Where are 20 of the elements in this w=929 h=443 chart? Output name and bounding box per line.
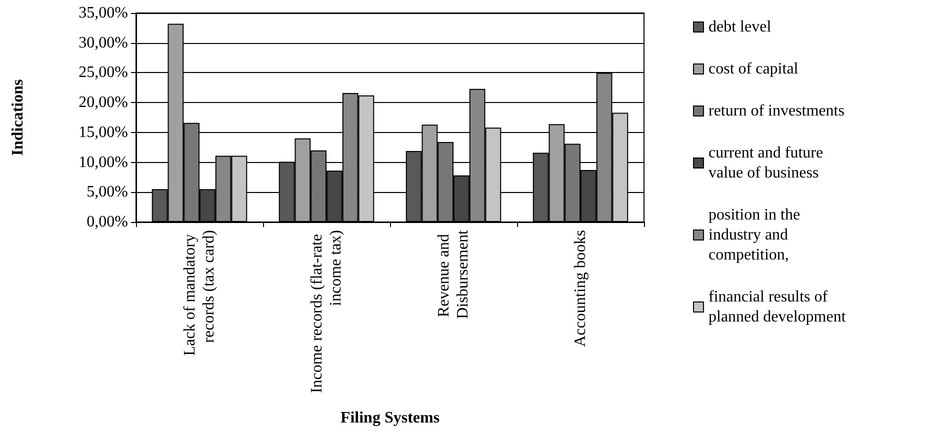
x-tick-label: Revenue and Disbursement xyxy=(436,229,472,319)
legend-label: debt level xyxy=(708,18,772,36)
y-axis-title: Indications xyxy=(10,79,26,156)
legend-label: financial results of planned development xyxy=(708,288,846,326)
y-tick-label: 0,00% xyxy=(86,214,128,230)
y-tick-label: 20,00% xyxy=(78,94,128,112)
y-tick-label: 30,00% xyxy=(78,34,128,52)
x-tick-label: Lack of mandatory records (tax card) xyxy=(182,230,218,356)
legend-label: position in the industry and competition, xyxy=(708,206,804,264)
y-tick-label: 10,00% xyxy=(78,154,128,171)
x-tick-label: Accounting books xyxy=(572,230,589,347)
y-tick-label: 15,00% xyxy=(78,124,128,141)
x-tick-label: Income records (flat-rate income tax) xyxy=(308,230,344,394)
x-axis-title: Filing Systems xyxy=(340,410,440,426)
y-tick-label: 5,00% xyxy=(86,184,128,201)
legend-label: cost of capital xyxy=(708,60,799,78)
legend-label: return of investments xyxy=(708,102,844,120)
y-tick-label: 25,00% xyxy=(78,64,128,82)
y-tick-label: 35,00% xyxy=(78,4,128,22)
legend-label: current and future value of business xyxy=(708,144,828,182)
